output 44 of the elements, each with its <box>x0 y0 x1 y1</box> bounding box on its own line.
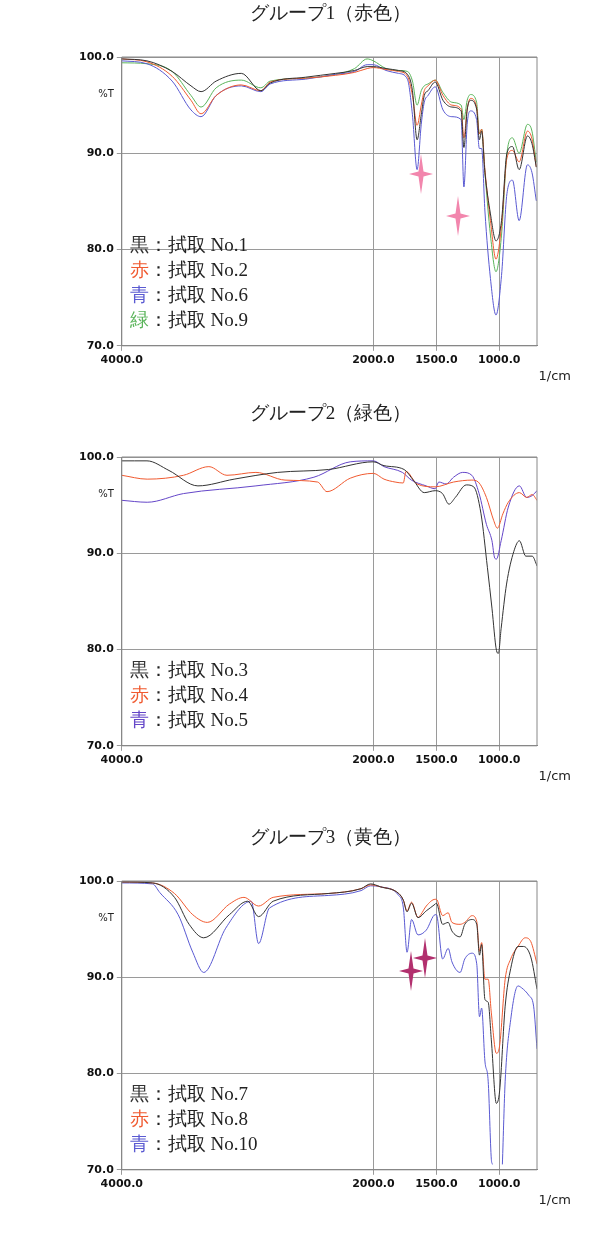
x-tick-label: 1500.0 <box>415 753 458 767</box>
chart-title: グループ2（緑色） <box>248 401 413 425</box>
chart-title: グループ3（黄色） <box>248 825 413 849</box>
text: 黒：拭取 No.3 <box>129 657 249 682</box>
chart-title: グループ1（赤色） <box>248 1 413 25</box>
y-axis-title: %T <box>98 488 115 500</box>
y-tick-label: 80.0 <box>86 1066 115 1080</box>
x-axis-title: 1/cm <box>538 367 571 383</box>
x-tick-label: 2000.0 <box>352 353 395 367</box>
x-tick-label: 2000.0 <box>352 753 395 767</box>
x-axis-title: 1/cm <box>538 767 571 783</box>
x-tick-label: 1500.0 <box>415 353 458 367</box>
y-tick-label: 90.0 <box>86 970 115 984</box>
line-series <box>121 466 537 529</box>
x-tick-label: 1000.0 <box>478 353 521 367</box>
y-axis-title: %T <box>98 88 115 100</box>
x-tick-label: 4000.0 <box>100 1177 144 1191</box>
y-tick-label: 100.0 <box>79 873 115 887</box>
y-tick-label: 70.0 <box>86 1162 115 1176</box>
y-tick-label: 90.0 <box>86 546 115 560</box>
x-tick-label: 1000.0 <box>478 753 521 767</box>
y-tick-label: 100.0 <box>79 49 115 63</box>
x-tick-label: 1000.0 <box>478 1177 521 1191</box>
text: 青：拭取 No.10 <box>129 1131 258 1156</box>
text: 赤：拭取 No.2 <box>129 257 249 282</box>
text: 赤：拭取 No.4 <box>129 682 249 707</box>
y-axis-title: %T <box>98 912 115 924</box>
text: 青：拭取 No.5 <box>129 707 249 732</box>
text: 黒：拭取 No.1 <box>129 232 249 257</box>
text: 赤：拭取 No.8 <box>129 1106 249 1131</box>
text: 黒：拭取 No.7 <box>129 1081 249 1106</box>
y-tick-label: 80.0 <box>86 242 115 256</box>
y-tick-label: 70.0 <box>86 338 115 352</box>
x-tick-label: 4000.0 <box>100 353 144 367</box>
x-axis-title: 1/cm <box>538 1191 571 1207</box>
y-tick-label: 70.0 <box>86 738 115 752</box>
text: 青：拭取 No.6 <box>129 282 249 307</box>
y-tick-label: 90.0 <box>86 146 115 160</box>
y-tick-label: 80.0 <box>86 642 115 656</box>
y-tick-label: 100.0 <box>79 449 115 463</box>
text: 緑：拭取 No.9 <box>129 307 249 332</box>
x-tick-label: 4000.0 <box>100 753 144 767</box>
x-tick-label: 1500.0 <box>415 1177 458 1191</box>
x-tick-label: 2000.0 <box>352 1177 395 1191</box>
